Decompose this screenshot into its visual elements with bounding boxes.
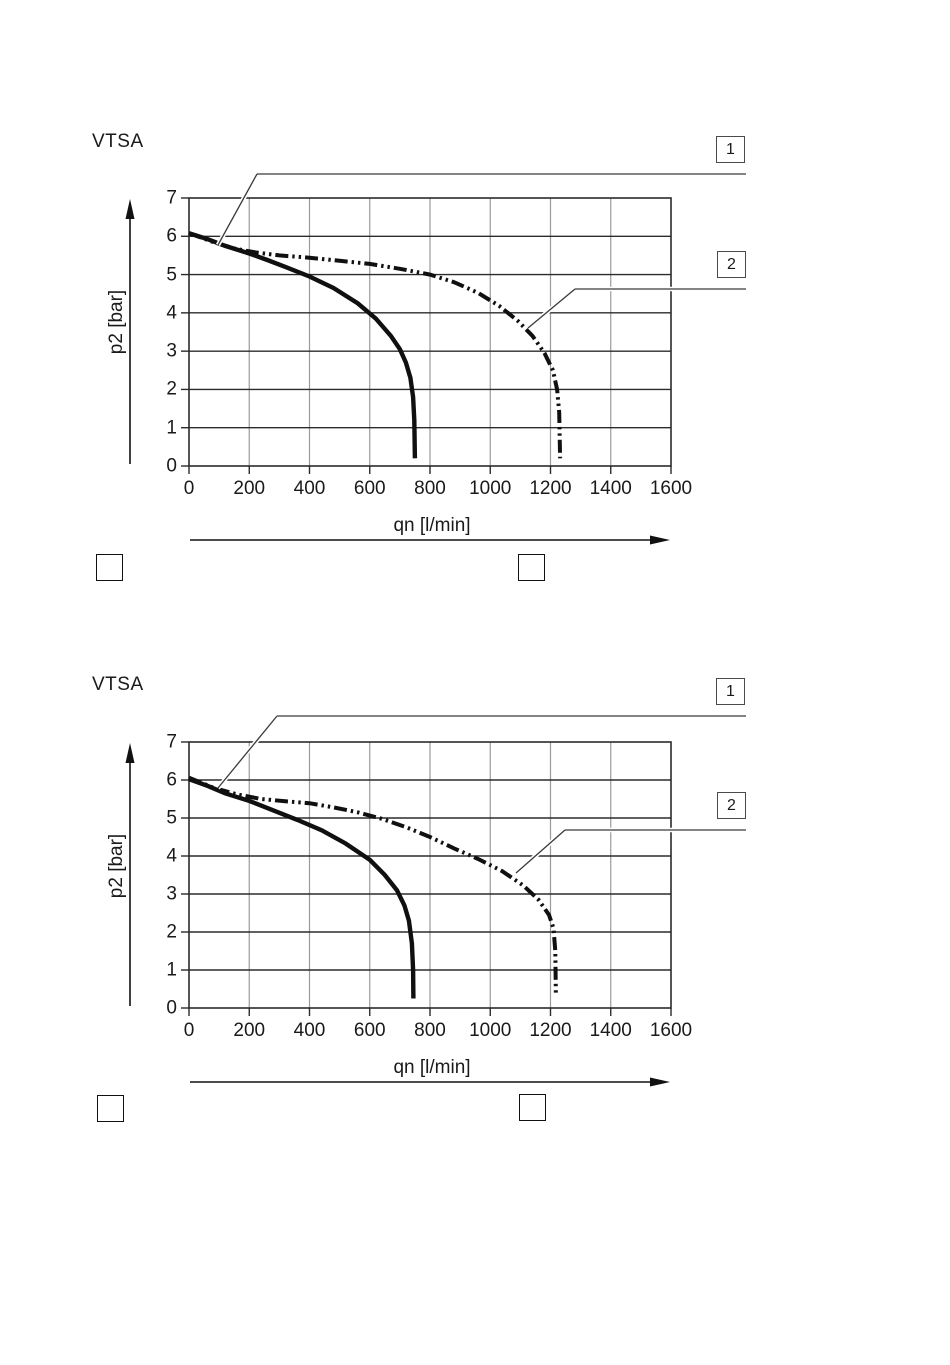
y-tick-label: 4 [166, 845, 177, 867]
series-2-curve [188, 775, 558, 997]
x-tick-label: 400 [293, 478, 326, 499]
legend-placeholder-box [519, 1094, 546, 1121]
y-tick-label: 7 [166, 731, 177, 753]
y-tick-label: 6 [166, 769, 177, 791]
y-axis-label: p2 [bar] [106, 289, 127, 355]
x-tick-label: 0 [183, 478, 195, 499]
y-tick-label: 3 [166, 883, 177, 905]
x-tick-label: 1600 [649, 1020, 693, 1041]
x-tick-label: 1400 [589, 478, 632, 499]
y-tick-label: 4 [166, 302, 177, 324]
chart-title: VTSA [92, 131, 144, 152]
x-axis-label: qn [l/min] [393, 1057, 471, 1078]
y-tick-label: 5 [166, 264, 177, 286]
callout-leader-line [217, 715, 278, 789]
y-tick-label: 3 [166, 340, 177, 362]
y-axis-arrowhead [125, 743, 135, 763]
x-tick-label: 600 [353, 1020, 386, 1041]
callout-box-1: 1 [716, 136, 745, 163]
series-2-curve [188, 231, 563, 459]
x-tick-label: 1400 [589, 1020, 632, 1041]
x-tick-label: 1000 [469, 478, 512, 499]
y-tick-label: 1 [166, 417, 177, 439]
callout-leader-line [217, 173, 258, 246]
x-tick-label: 1000 [469, 1020, 512, 1041]
x-tick-label: 1600 [649, 478, 693, 499]
y-tick-label: 0 [166, 455, 177, 477]
x-tick-label: 600 [353, 478, 386, 499]
y-axis-arrowhead [125, 199, 135, 219]
x-tick-label: 400 [293, 1020, 326, 1041]
x-tick-label: 200 [233, 478, 266, 499]
legend-placeholder-box [518, 554, 545, 581]
x-tick-label: 1200 [529, 1020, 572, 1041]
x-axis-arrowhead [650, 1077, 670, 1087]
x-tick-label: 1200 [529, 478, 572, 499]
series-1-curve [188, 777, 416, 999]
x-tick-label: 800 [414, 478, 446, 499]
y-axis-label: p2 [bar] [106, 833, 127, 899]
callout-leader-line [527, 288, 576, 329]
callout-leader-line [515, 829, 566, 874]
x-tick-label: 200 [233, 1020, 266, 1041]
x-axis-label: qn [l/min] [393, 515, 471, 536]
x-tick-label: 800 [414, 1020, 446, 1041]
y-tick-label: 6 [166, 225, 177, 247]
legend-placeholder-box [96, 554, 123, 581]
legend-placeholder-box [97, 1095, 124, 1122]
y-tick-label: 1 [166, 959, 177, 981]
x-axis-arrowhead [650, 535, 670, 545]
x-tick-label: 0 [183, 1020, 195, 1041]
callout-box-2: 2 [717, 792, 746, 819]
callout-box-1: 1 [716, 678, 745, 705]
y-tick-label: 0 [166, 997, 177, 1019]
callout-box-2: 2 [717, 251, 746, 278]
y-tick-label: 2 [166, 378, 177, 400]
y-tick-label: 7 [166, 187, 177, 209]
chart-title: VTSA [92, 674, 144, 695]
y-tick-label: 5 [166, 807, 177, 829]
y-tick-label: 2 [166, 921, 177, 943]
